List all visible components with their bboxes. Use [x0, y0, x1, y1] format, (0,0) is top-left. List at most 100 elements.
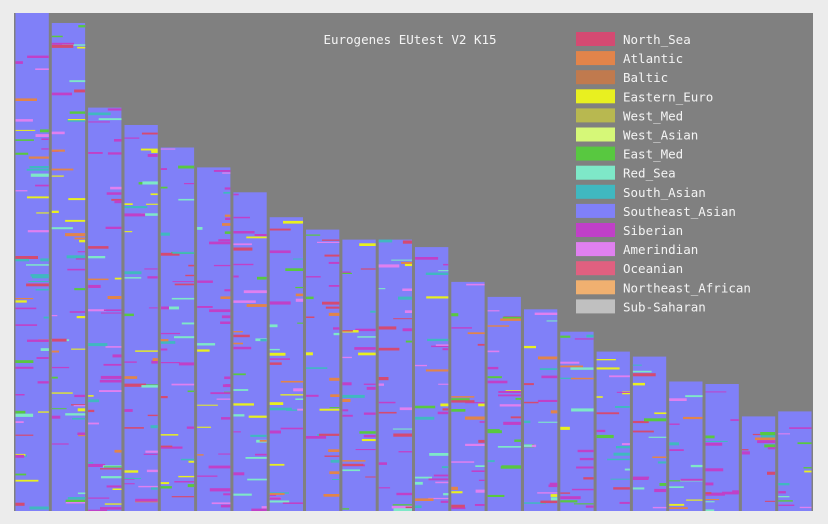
bar-13-segment [451, 409, 466, 412]
bar-5-segment [160, 168, 167, 170]
bar-22-segment [804, 470, 812, 473]
bar-13-segment [451, 396, 475, 398]
bar-12-segment [415, 257, 439, 260]
bar-7-segment [233, 373, 246, 376]
bar-3-segment [106, 192, 122, 195]
bar-15-segment [550, 410, 558, 414]
bar-9 [306, 229, 340, 511]
legend-swatch-southeast-asian [576, 203, 615, 218]
bar-4-segment [124, 203, 133, 205]
legend-swatch-red-sea [576, 165, 615, 180]
bar-18-segment [659, 483, 667, 486]
bar-9-segment [306, 296, 314, 300]
bar-4-segment [135, 498, 158, 502]
bar-1-segment [15, 300, 27, 303]
bar-10-segment [370, 310, 376, 313]
bar-1-segment [27, 55, 49, 58]
bar-20-segment [705, 440, 728, 442]
bar-2-segment [51, 35, 63, 38]
bar-12-segment [443, 263, 449, 266]
bar-12-segment [442, 348, 449, 351]
bar-2-segment [51, 415, 61, 419]
bar-8-segment [293, 388, 303, 392]
legend-swatch-south-asian [576, 184, 615, 199]
legend-label-southeast-asian: Southeast_Asian [623, 204, 736, 219]
bar-5-segment [160, 396, 168, 399]
bar-15-segment [524, 345, 536, 349]
bar-22-segment [778, 500, 793, 502]
bar-3-segment [114, 449, 122, 453]
bar-6-segment [216, 398, 231, 400]
bar-1-segment [15, 421, 24, 423]
bar-15-segment [524, 502, 546, 504]
bar-6-segment [218, 239, 231, 242]
bar-6-segment [197, 227, 203, 230]
bar-19-segment [669, 503, 685, 506]
bar-7-segment [246, 236, 267, 239]
bar-9-segment [333, 327, 340, 330]
legend: North_Sea Atlantic Baltic Eastern_Euro West_… [576, 32, 751, 314]
bar-13-segment [451, 313, 459, 317]
bar-2-segment [66, 255, 86, 259]
bar-16-segment [560, 365, 583, 368]
bar-2-segment [68, 198, 86, 201]
bar-10-segment [342, 460, 366, 462]
bar-10-segment [342, 399, 351, 402]
bar-22-segment [778, 504, 795, 506]
bar-3-segment [107, 152, 122, 155]
bar-3-segment [99, 379, 122, 383]
bar-13-segment [477, 343, 485, 346]
bar-1-segment [27, 196, 49, 199]
bar-20-segment [705, 442, 723, 446]
bar-2-segment [71, 404, 86, 406]
bar-14 [487, 296, 521, 511]
bar-6-segment [197, 349, 210, 352]
bar-6-segment [222, 384, 231, 388]
bar-5-segment [178, 475, 195, 478]
bar-11 [378, 239, 412, 511]
bar-22-segment [803, 467, 812, 469]
bar-12-segment [442, 408, 449, 411]
bar-4-segment [146, 469, 158, 473]
bar-5-segment [160, 306, 179, 310]
bar-4-segment [124, 313, 134, 317]
bar-20-segment [705, 492, 712, 494]
legend-swatch-west-med [576, 108, 615, 123]
bar-21-segment [767, 471, 776, 475]
bar-7-segment [255, 453, 267, 456]
legend-swatch-siberian [576, 223, 615, 237]
bar-12-segment [425, 369, 449, 372]
bar-7-segment [251, 508, 267, 511]
bar-9-segment [306, 352, 313, 356]
bars-group [15, 13, 812, 512]
bar-7-segment [233, 493, 252, 496]
bar-11-segment [392, 504, 412, 506]
legend-swatch-baltic [576, 70, 615, 85]
bar-2-segment [71, 348, 86, 350]
legend-label-south-asian: South_Asian [623, 185, 706, 200]
bar-18-segment [632, 430, 654, 433]
bar-4-segment [124, 383, 146, 387]
bar-5-segment [174, 283, 195, 286]
bar-8-segment [269, 402, 284, 405]
bar-4-segment [151, 487, 158, 490]
bar-14-segment [515, 397, 521, 400]
bar-2-segment [51, 408, 67, 410]
bar-17-segment [596, 434, 614, 439]
bar-3-segment [88, 121, 110, 123]
bar-12-segment [435, 481, 449, 484]
bar-8-segment [280, 394, 304, 396]
bar-2-segment [67, 120, 86, 122]
bar-19-segment [669, 442, 679, 446]
bar-8-segment [280, 380, 304, 383]
bar-16-segment [560, 361, 580, 364]
bar-11-segment [402, 240, 412, 244]
bar-5-segment [160, 339, 169, 342]
bar-2-segment [67, 119, 86, 121]
bar-10-segment [342, 409, 349, 412]
legend-label-amerindian: Amerindian [623, 242, 698, 257]
bar-18-segment [632, 370, 652, 373]
bar-15-segment [540, 500, 558, 504]
bar-16-segment [583, 477, 594, 480]
bar-9-segment [331, 479, 340, 480]
